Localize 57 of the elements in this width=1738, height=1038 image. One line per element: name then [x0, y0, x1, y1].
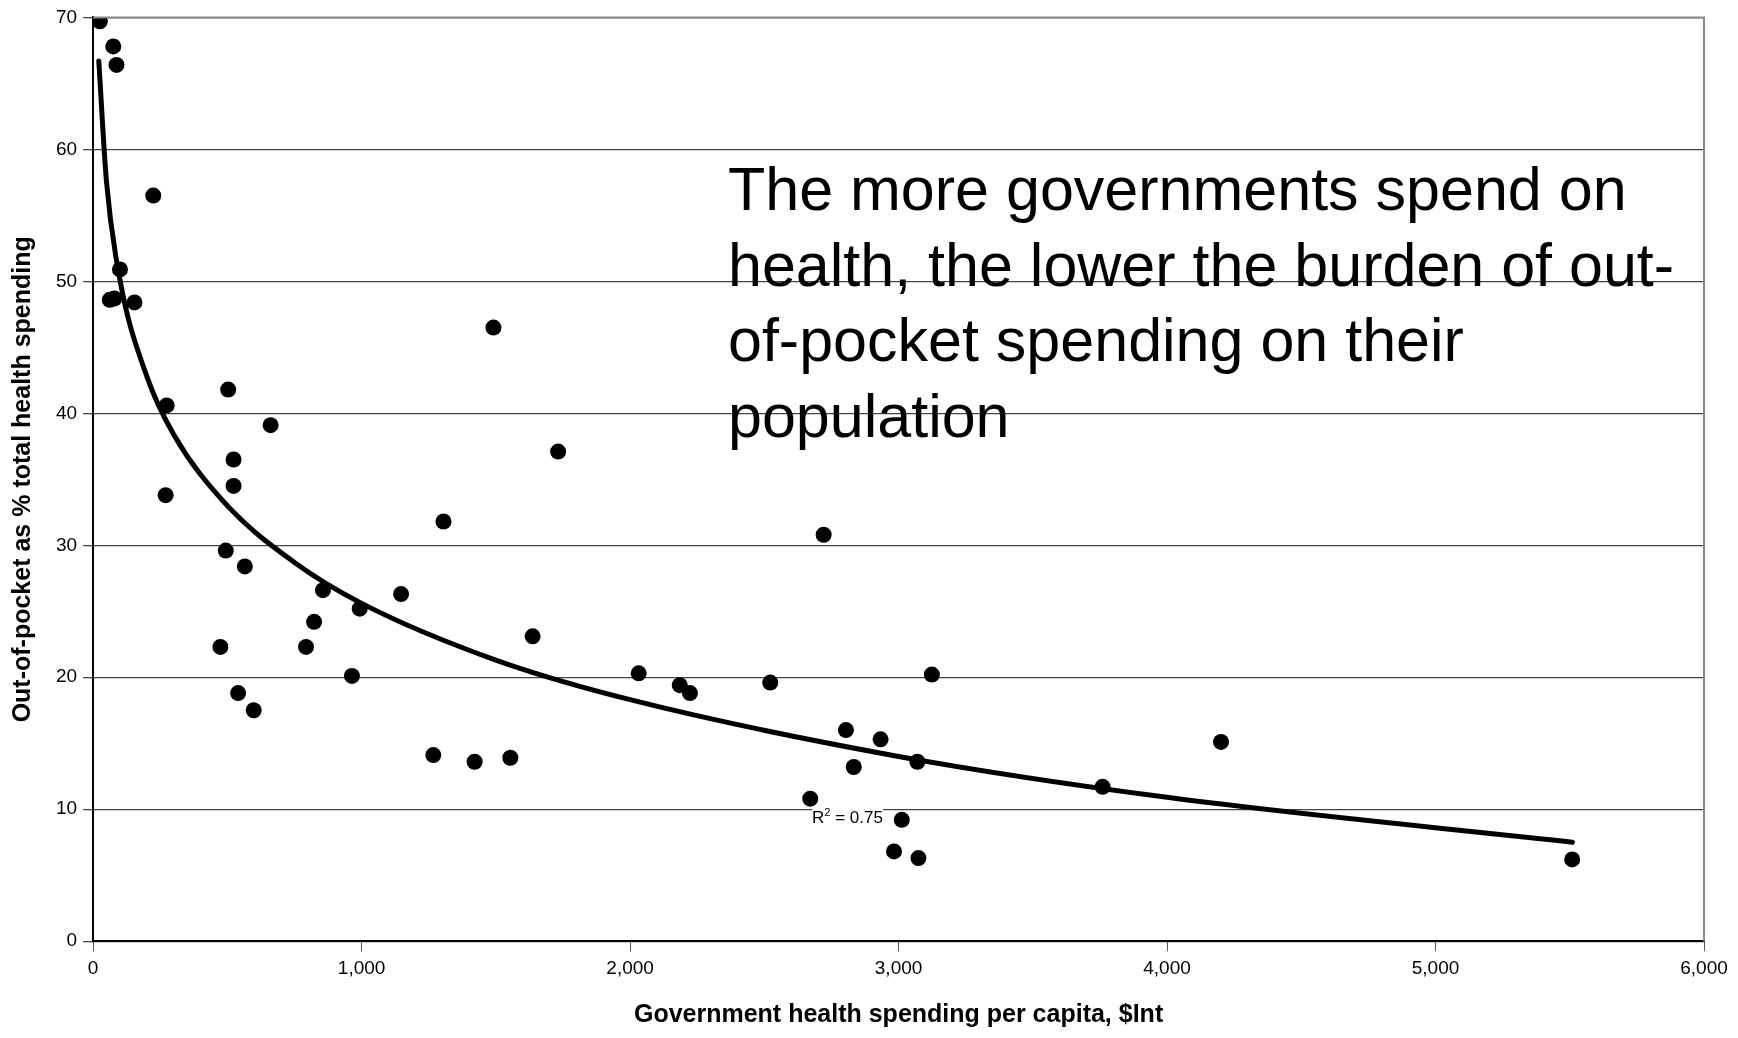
point: [262, 417, 279, 434]
point: [837, 722, 854, 739]
point: [550, 443, 567, 460]
point: [524, 628, 541, 645]
point: [466, 753, 483, 770]
y-axis-title: Out-of-pocket as % total health spending: [6, 236, 35, 723]
point: [157, 487, 174, 504]
point: [893, 811, 910, 828]
x-tick-label: 4,000: [1143, 956, 1191, 978]
point: [245, 702, 262, 719]
point: [1213, 733, 1230, 750]
point: [845, 759, 862, 775]
x-tick-label: 6,000: [1680, 956, 1728, 978]
point: [630, 665, 647, 682]
point: [105, 38, 122, 55]
point: [126, 294, 143, 311]
point: [343, 667, 360, 684]
y-tick-label: 50: [55, 269, 78, 291]
y-tick-label: 0: [66, 929, 78, 951]
point: [425, 747, 442, 764]
point: [923, 666, 940, 683]
point: [872, 731, 889, 748]
annotation: R$^{2}$ = 0.75: [812, 806, 883, 828]
point: [485, 319, 502, 336]
point: [802, 790, 819, 807]
point: [815, 526, 832, 543]
y-tick-label: 10: [55, 797, 78, 819]
point: [298, 638, 315, 655]
point: [217, 542, 234, 559]
point: [762, 674, 779, 691]
point: [393, 586, 410, 603]
y-tick-label: 20: [55, 665, 78, 687]
y-tick-label: 70: [55, 5, 78, 27]
point: [236, 558, 253, 575]
x-tick-label: 2,000: [606, 956, 654, 978]
x-tick-label: 1,000: [337, 956, 386, 978]
point: [1564, 851, 1581, 868]
y-tick-label: 40: [55, 401, 78, 423]
point: [435, 513, 452, 530]
point: [108, 56, 125, 73]
x-axis-title: Government health spending per capita, $Int: [633, 998, 1164, 1027]
point: [225, 477, 242, 494]
point: [230, 685, 247, 702]
point: [306, 613, 323, 630]
x-tick-label: 5,000: [1411, 956, 1460, 978]
point: [886, 843, 902, 860]
point: [220, 381, 237, 398]
x-tick-label: 3,000: [874, 956, 923, 978]
point: [910, 850, 927, 867]
x-tick-label: 0: [87, 956, 99, 978]
point: [225, 451, 242, 468]
point: [681, 685, 698, 702]
y-tick-label: 60: [55, 137, 78, 159]
point: [212, 638, 229, 655]
point: [145, 187, 162, 204]
y-tick-label: 30: [55, 533, 78, 555]
point: [502, 749, 519, 766]
